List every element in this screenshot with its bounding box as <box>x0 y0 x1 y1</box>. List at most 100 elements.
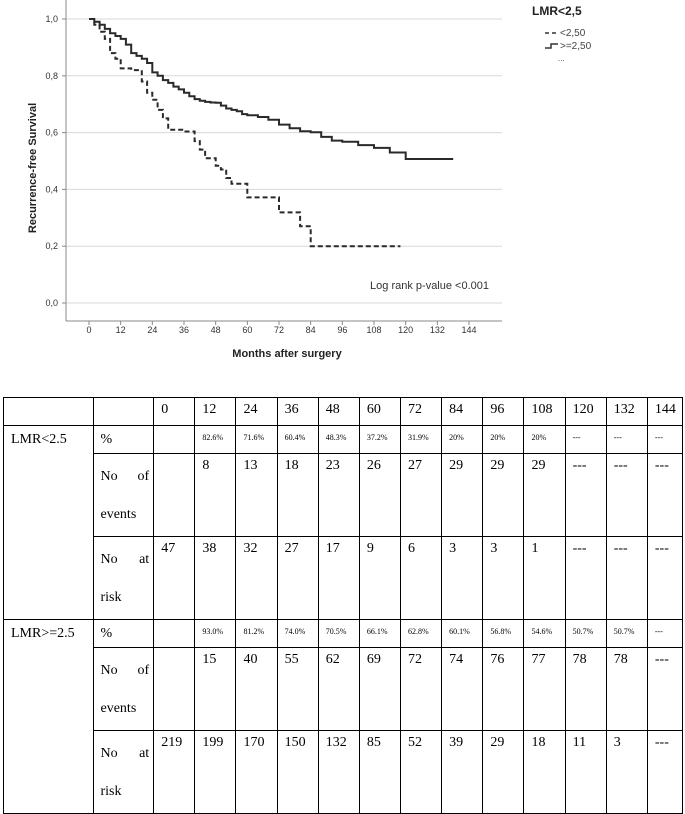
table-cell: 1 <box>523 536 566 620</box>
table-cell: 93.0% <box>194 619 237 648</box>
table-cell: --- <box>605 425 648 454</box>
table-header-cell <box>92 397 155 426</box>
table-header-cell <box>3 397 94 426</box>
legend-solid-swatch <box>545 43 558 49</box>
y-tick-label: 0,0 <box>45 298 58 308</box>
table-cell: 38 <box>194 536 237 620</box>
table-cell: 55 <box>276 647 319 731</box>
table-cell: 69 <box>358 647 402 731</box>
table-header-cell: 120 <box>564 397 607 426</box>
table-header-cell: 0 <box>153 397 196 426</box>
row-label: No at risk <box>92 536 155 620</box>
table-row: LMR>=2.5% 93.0% 81.2% 74.0% 70.5% 66.1% 62.8% 6… <box>3 619 684 814</box>
table-cell: 29 <box>482 730 525 814</box>
x-tick-label: 120 <box>398 325 413 335</box>
table-cell <box>153 425 196 454</box>
legend-title: LMR<2,5 <box>532 4 582 18</box>
table-cell: 3 <box>605 730 648 814</box>
x-tick-label: 24 <box>147 325 157 335</box>
table-row: No of events 15 40 55 62 69 72 74 76 77 78 78 --- <box>4 647 684 731</box>
table-cell: 39 <box>441 730 484 814</box>
table-cell: 27 <box>276 536 319 620</box>
table-cell: --- <box>646 425 684 454</box>
table-cell: 13 <box>235 453 278 537</box>
table-row: No at risk 219 199 170 150 132 85 52 39 29 18 11 3 --… <box>4 730 684 814</box>
table-cell: --- <box>605 536 648 620</box>
table-cell: --- <box>646 730 684 814</box>
table-cell: 66.1% <box>358 619 402 648</box>
table-cell: 40 <box>235 647 278 731</box>
table-cell: 132 <box>317 730 360 814</box>
log-rank-annotation: Log rank p-value <0.001 <box>370 280 489 292</box>
table-cell: 23 <box>317 453 360 537</box>
table-cell: 60.4% <box>276 425 319 454</box>
table-cell: 20% <box>482 425 525 454</box>
table-cell: 81.2% <box>235 619 278 648</box>
table-cell: 11 <box>564 730 607 814</box>
y-tick-label: 0,4 <box>45 184 58 194</box>
table-cell: 18 <box>276 453 319 537</box>
table-cell: 32 <box>235 536 278 620</box>
table-row: No of events 8 13 18 23 26 27 29 29 29 --- --- --- <box>4 453 684 537</box>
group-label: LMR>=2.5 <box>3 619 94 814</box>
x-tick-label: 96 <box>337 325 347 335</box>
risk-table: 0 12 24 36 48 60 72 84 96 108 120 132 144 LMR<2.5% 82.… <box>3 397 684 814</box>
table-cell: 3 <box>441 536 484 620</box>
table-cell: --- <box>646 647 684 731</box>
x-tick-label: 132 <box>430 325 445 335</box>
y-tick-label: 0,8 <box>45 71 58 81</box>
table-header-cell: 144 <box>646 397 684 426</box>
legend: LMR<2,5 <2,50 >=2,50 ... <box>532 4 592 63</box>
table-cell: 47 <box>153 536 196 620</box>
table-cell: --- <box>646 536 684 620</box>
table-cell: --- <box>564 536 607 620</box>
table-cell: --- <box>564 453 607 537</box>
x-axis-title: Months after surgery <box>232 348 342 360</box>
table-cell: 6 <box>400 536 443 620</box>
table-cell <box>153 619 196 648</box>
x-ticks: 0 12 24 36 48 60 72 84 96 108 120 132 144 <box>86 321 477 335</box>
table-cell: 219 <box>153 730 196 814</box>
x-tick-label: 12 <box>116 325 126 335</box>
table-cell <box>153 647 196 731</box>
table-cell: 85 <box>358 730 402 814</box>
x-tick-label: 36 <box>179 325 189 335</box>
table-header-cell: 60 <box>358 397 402 426</box>
x-tick-label: 60 <box>242 325 252 335</box>
y-tick-label: 0,2 <box>45 241 58 251</box>
table-cell: 70.5% <box>317 619 360 648</box>
table-cell: 17 <box>317 536 360 620</box>
table-cell: 20% <box>441 425 484 454</box>
table-cell: 71.6% <box>235 425 278 454</box>
table-cell: 56.8% <box>482 619 525 648</box>
row-label: No of events <box>92 647 155 731</box>
table-cell: 74.0% <box>276 619 319 648</box>
row-label: % <box>92 425 155 454</box>
table-header-cell: 12 <box>194 397 237 426</box>
axes <box>65 0 502 322</box>
table-cell: 60.1% <box>441 619 484 648</box>
curve-lmr-ge-2.5 <box>89 18 454 160</box>
legend-entry-more: ... <box>558 54 565 63</box>
table-header-cell: 36 <box>276 397 319 426</box>
table-cell: --- <box>564 425 607 454</box>
row-label: No of events <box>92 453 155 537</box>
table-header-row: 0 12 24 36 48 60 72 84 96 108 120 132 144 <box>3 397 684 426</box>
x-tick-label: 84 <box>306 325 316 335</box>
table-cell: 82.6% <box>194 425 237 454</box>
table-cell: 62.8% <box>400 619 443 648</box>
row-label: No at risk <box>92 730 155 814</box>
curve-lmr-lt-2.5 <box>89 18 401 248</box>
table-cell: 29 <box>482 453 525 537</box>
km-chart: 0 12 24 36 48 60 72 84 96 108 120 132 144 0,00,20,40… <box>27 0 592 360</box>
table-cell: 29 <box>523 453 566 537</box>
table-cell: 72 <box>400 647 443 731</box>
table-cell: 20% <box>523 425 566 454</box>
table-cell: 8 <box>194 453 237 537</box>
table-cell: 150 <box>276 730 319 814</box>
y-tick-label: 1,0 <box>45 14 58 24</box>
table-header-cell: 108 <box>523 397 566 426</box>
survival-curves <box>89 18 454 248</box>
table-cell: 9 <box>358 536 402 620</box>
x-tick-label: 0 <box>86 325 91 335</box>
